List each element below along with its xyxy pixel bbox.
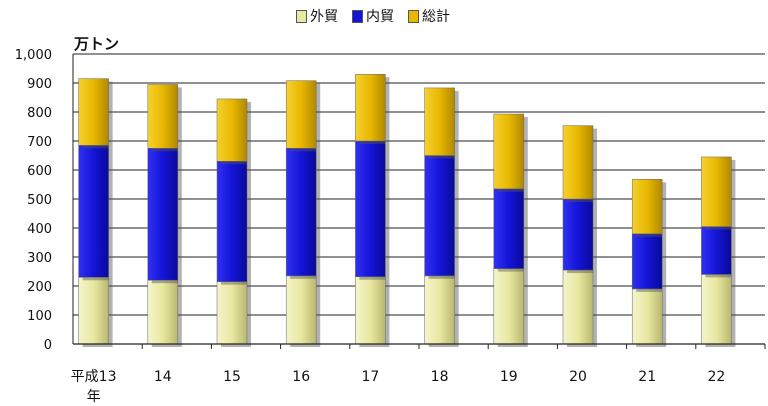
bar-naibou xyxy=(493,188,525,269)
bar-naibou xyxy=(355,140,386,277)
x-tick-label: 20 xyxy=(569,369,587,385)
x-tick-label: 21 xyxy=(638,369,656,385)
y-tick-label: 100 xyxy=(27,309,52,324)
legend-label-total: 総計 xyxy=(422,9,450,25)
legend-label-naibou: 内貿 xyxy=(366,9,394,25)
y-tick-label: 300 xyxy=(27,251,52,266)
legend-item-total: 総計 xyxy=(408,6,450,26)
legend-item-gaibou: 外貿 xyxy=(296,6,338,26)
bar-naibou xyxy=(701,226,732,275)
bar-gaibou xyxy=(701,274,732,345)
x-tick-label: 平成13 xyxy=(71,369,117,385)
bar-gaibou xyxy=(285,275,317,345)
bar-total xyxy=(631,179,663,235)
bar-gaibou xyxy=(355,276,386,345)
y-tick-label: 500 xyxy=(27,193,52,208)
legend-swatch-naibou xyxy=(352,9,363,23)
y-tick-label: 800 xyxy=(27,106,52,121)
legend-item-naibou: 内貿 xyxy=(352,6,394,26)
x-tick-label: 18 xyxy=(431,369,449,385)
x-tick-label: 16 xyxy=(292,369,310,385)
bar-gaibou xyxy=(562,269,594,345)
bar-gaibou xyxy=(631,288,663,345)
y-tick-label: 900 xyxy=(27,77,52,92)
x-tick-label-line2: 年 xyxy=(87,389,101,405)
legend-swatch-total xyxy=(408,9,419,23)
x-tick-label: 19 xyxy=(500,369,518,385)
bar-total xyxy=(216,98,248,162)
x-tick-label: 17 xyxy=(361,369,379,385)
legend-label-gaibou: 外貿 xyxy=(310,9,338,25)
bar-gaibou xyxy=(424,275,455,345)
y-tick-label: 400 xyxy=(27,222,52,237)
bar-gaibou xyxy=(493,268,525,345)
bar-total xyxy=(701,156,732,227)
x-tick-label: 14 xyxy=(154,369,172,385)
bar-total xyxy=(147,84,179,149)
bar-naibou xyxy=(285,148,317,277)
bar-naibou xyxy=(216,161,248,282)
bar-naibou xyxy=(78,145,109,278)
y-tick-label: 200 xyxy=(27,280,52,295)
bar-total xyxy=(493,113,525,190)
y-tick-label: 600 xyxy=(27,164,52,179)
y-tick-label: 700 xyxy=(27,135,52,150)
x-tick-label: 22 xyxy=(707,369,725,385)
legend-swatch-gaibou xyxy=(296,9,307,23)
bar-naibou xyxy=(424,155,455,277)
bar-naibou xyxy=(562,198,594,271)
bar-gaibou xyxy=(78,277,109,345)
bar-naibou xyxy=(631,233,663,290)
bar-naibou xyxy=(147,148,179,281)
bar-gaibou xyxy=(216,281,248,345)
chart-legend: 外貿 内貿 総計 xyxy=(296,6,450,26)
y-tick-label: 0 xyxy=(44,338,52,353)
x-tick-label: 15 xyxy=(223,369,241,385)
y-axis-unit: 万トン xyxy=(74,35,120,53)
bar-gaibou xyxy=(147,279,179,345)
bar-total xyxy=(562,125,594,200)
y-tick-label: 1,000 xyxy=(15,48,52,63)
bar-total xyxy=(424,87,455,156)
bar-total xyxy=(285,80,317,149)
bar-total xyxy=(78,78,109,146)
bar-total xyxy=(355,74,386,142)
